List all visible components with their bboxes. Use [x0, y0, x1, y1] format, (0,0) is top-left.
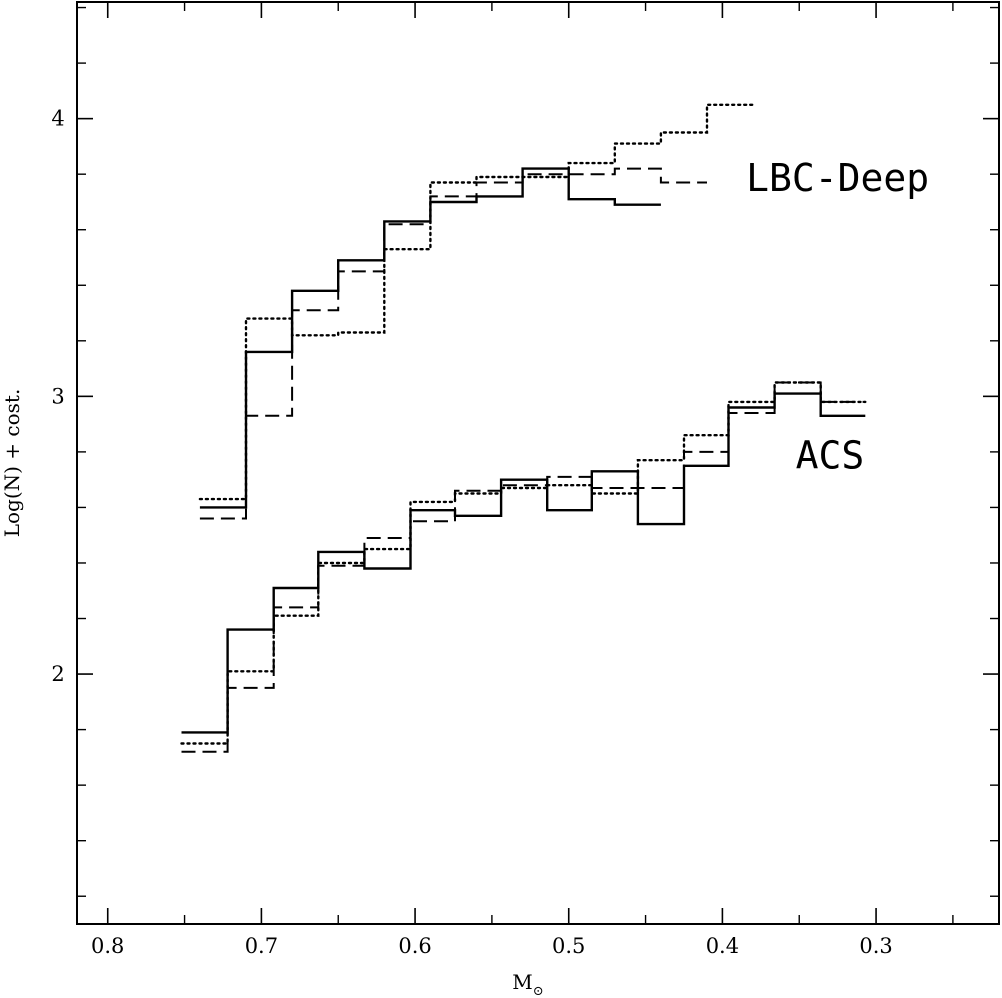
x-axis-title: M⊙ [512, 970, 543, 998]
x-axis-title-subscript: ⊙ [533, 984, 544, 998]
y-tick-label: 2 [51, 662, 64, 686]
acs-dashed-histogram [181, 381, 866, 753]
y-tick-label: 4 [51, 107, 64, 131]
lbc-deep-dashed-histogram [199, 167, 707, 520]
plot-frame [76, 1, 1000, 925]
x-tick-label: 0.5 [552, 934, 585, 958]
x-tick-label: 0.3 [859, 934, 892, 958]
lbc-deep-annotation: LBC-Deep [746, 156, 929, 200]
y-tick-label: 3 [51, 384, 64, 408]
axis-ticks [77, 2, 999, 924]
tick-labels: 0.8 0.7 0.6 0.5 0.4 0.3 2 3 4 [51, 107, 892, 958]
x-tick-label: 0.8 [91, 934, 124, 958]
acs-dotted-histogram [180, 381, 867, 745]
acs-annotation: ACS [796, 434, 865, 478]
x-axis-title-main: M [512, 970, 532, 994]
y-axis-title: Log(N) + cost. [0, 389, 24, 538]
x-tick-label: 0.6 [398, 934, 431, 958]
x-tick-label: 0.7 [245, 934, 278, 958]
lbc-deep-dotted-histogram [198, 103, 755, 501]
x-tick-label: 0.4 [706, 934, 739, 958]
acs-solid-histogram [181, 392, 866, 734]
histogram-series [180, 103, 867, 753]
annotations: LBC-Deep ACS [746, 156, 929, 478]
